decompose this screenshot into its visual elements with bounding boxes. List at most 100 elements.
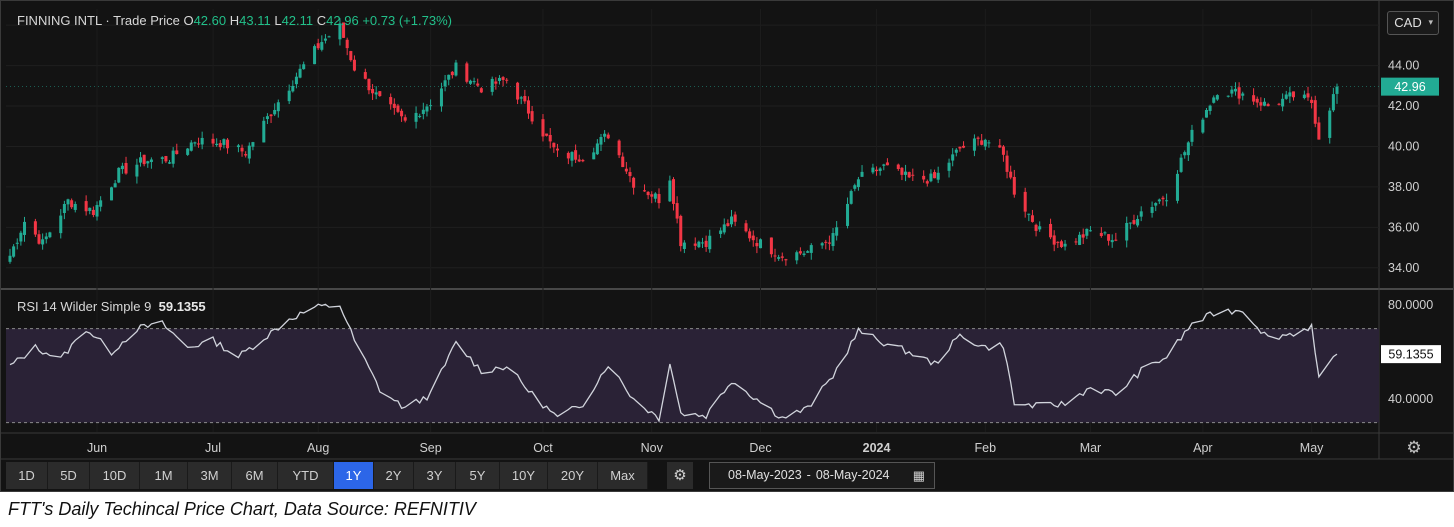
candle-body bbox=[313, 46, 317, 65]
candle-body bbox=[570, 152, 574, 161]
candle-body bbox=[777, 257, 781, 259]
candle-body bbox=[338, 23, 342, 40]
candle-body bbox=[646, 191, 650, 196]
candle-body bbox=[1001, 146, 1005, 155]
candle-body bbox=[211, 138, 215, 144]
candle-body bbox=[526, 100, 530, 114]
candle-body bbox=[396, 105, 400, 112]
candle-body bbox=[200, 137, 204, 145]
price-tick-label: 44.00 bbox=[1388, 59, 1419, 73]
timeframe-20y-button[interactable]: 20Y bbox=[548, 462, 598, 489]
candle-body bbox=[418, 115, 422, 117]
timeframe-10y-button[interactable]: 10Y bbox=[500, 462, 548, 489]
rsi-label: RSI 14 Wilder Simple 9 bbox=[17, 299, 152, 314]
candle-body bbox=[1110, 240, 1114, 243]
candle-body bbox=[1259, 102, 1263, 106]
candle-body bbox=[113, 183, 117, 188]
candle-body bbox=[824, 241, 828, 243]
chevron-down-icon: ▾ bbox=[1428, 17, 1433, 27]
candle-body bbox=[392, 103, 396, 108]
candle-body bbox=[1038, 226, 1042, 230]
timeframe-3y-button[interactable]: 3Y bbox=[414, 462, 456, 489]
price-chart[interactable]: 46.0044.0042.0040.0038.0036.0034.00JunJu… bbox=[1, 1, 1453, 491]
candle-body bbox=[450, 71, 454, 76]
x-tick-label: Oct bbox=[533, 441, 553, 455]
candle-body bbox=[983, 139, 987, 147]
candle-body bbox=[962, 145, 966, 148]
price-tick-label: 40.00 bbox=[1388, 139, 1419, 153]
timeframe-10d-button[interactable]: 10D bbox=[90, 462, 140, 489]
candle-body bbox=[59, 215, 63, 234]
candle-body bbox=[1186, 142, 1190, 156]
candle-body bbox=[62, 204, 66, 214]
candle-body bbox=[733, 214, 737, 222]
candle-body bbox=[142, 154, 146, 165]
candle-body bbox=[400, 110, 404, 117]
candle-body bbox=[1208, 105, 1212, 111]
candle-body bbox=[958, 146, 962, 149]
candle-body bbox=[1252, 95, 1256, 102]
timeframe-ytd-button[interactable]: YTD bbox=[278, 462, 334, 489]
settings-icon[interactable]: ⚙ bbox=[1406, 438, 1422, 457]
candle-body bbox=[1281, 98, 1285, 107]
candle-body bbox=[1081, 234, 1085, 238]
candle-body bbox=[719, 230, 723, 234]
timeframe-1m-button[interactable]: 1M bbox=[140, 462, 188, 489]
candle-body bbox=[954, 149, 958, 153]
timeframe-5d-button[interactable]: 5D bbox=[48, 462, 90, 489]
timeframe-1y-button[interactable]: 1Y bbox=[334, 462, 374, 489]
candle-body bbox=[1190, 129, 1194, 142]
candle-body bbox=[149, 159, 153, 163]
x-tick-label: Apr bbox=[1193, 441, 1212, 455]
candle-body bbox=[972, 138, 976, 151]
x-tick-label: Sep bbox=[419, 441, 441, 455]
candle-body bbox=[933, 172, 937, 179]
candle-body bbox=[751, 235, 755, 241]
candle-body bbox=[378, 91, 382, 96]
candle-body bbox=[925, 181, 929, 184]
candle-body bbox=[1161, 197, 1165, 200]
timeframe-3m-button[interactable]: 3M bbox=[188, 462, 232, 489]
series-label: Trade Price bbox=[113, 13, 180, 28]
rsi-last-label: 59.1355 bbox=[1388, 348, 1433, 362]
candle-body bbox=[139, 157, 143, 163]
candle-body bbox=[780, 256, 784, 258]
gear-icon[interactable]: ⚙ bbox=[667, 462, 693, 489]
price-tick-label: 38.00 bbox=[1388, 180, 1419, 194]
candle-body bbox=[1125, 222, 1129, 241]
candle-body bbox=[856, 179, 860, 188]
candle-body bbox=[555, 148, 559, 151]
candle-body bbox=[744, 223, 748, 232]
currency-select[interactable]: CAD ▾ bbox=[1387, 11, 1439, 35]
chart-frame: 46.0044.0042.0040.0038.0036.0034.00JunJu… bbox=[0, 0, 1454, 492]
date-range-picker[interactable]: 08-May-2023-08-May-2024 ▦ bbox=[709, 462, 935, 489]
candle-body bbox=[262, 120, 266, 143]
candle-body bbox=[1052, 235, 1056, 245]
candle-body bbox=[244, 154, 248, 156]
candle-body bbox=[675, 203, 679, 219]
candle-body bbox=[1114, 239, 1118, 241]
low-value: 42.11 bbox=[281, 13, 314, 28]
candle-body bbox=[439, 88, 443, 107]
candle-body bbox=[73, 203, 77, 210]
candle-body bbox=[193, 142, 197, 144]
candle-body bbox=[1074, 241, 1078, 243]
timeframe-2y-button[interactable]: 2Y bbox=[374, 462, 414, 489]
candle-body bbox=[1201, 119, 1205, 133]
timeframe-1d-button[interactable]: 1D bbox=[6, 462, 48, 489]
candle-body bbox=[497, 77, 501, 81]
timeframe-5y-button[interactable]: 5Y bbox=[456, 462, 500, 489]
x-tick-label: Mar bbox=[1080, 441, 1102, 455]
candle-body bbox=[135, 164, 139, 177]
candle-body bbox=[294, 76, 298, 85]
candle-body bbox=[1335, 86, 1339, 94]
candle-body bbox=[22, 221, 27, 235]
timeframe-bar: 1D 5D 10D 1M 3M 6M YTD 1Y 2Y 3Y 5Y 10Y 20Y Max bbox=[6, 462, 648, 489]
candle-body bbox=[1288, 92, 1292, 97]
calendar-icon[interactable]: ▦ bbox=[912, 468, 925, 483]
candle-body bbox=[693, 243, 697, 246]
candle-body bbox=[479, 88, 483, 93]
x-tick-label: Aug bbox=[307, 441, 329, 455]
timeframe-6m-button[interactable]: 6M bbox=[232, 462, 278, 489]
timeframe-max-button[interactable]: Max bbox=[598, 462, 648, 489]
